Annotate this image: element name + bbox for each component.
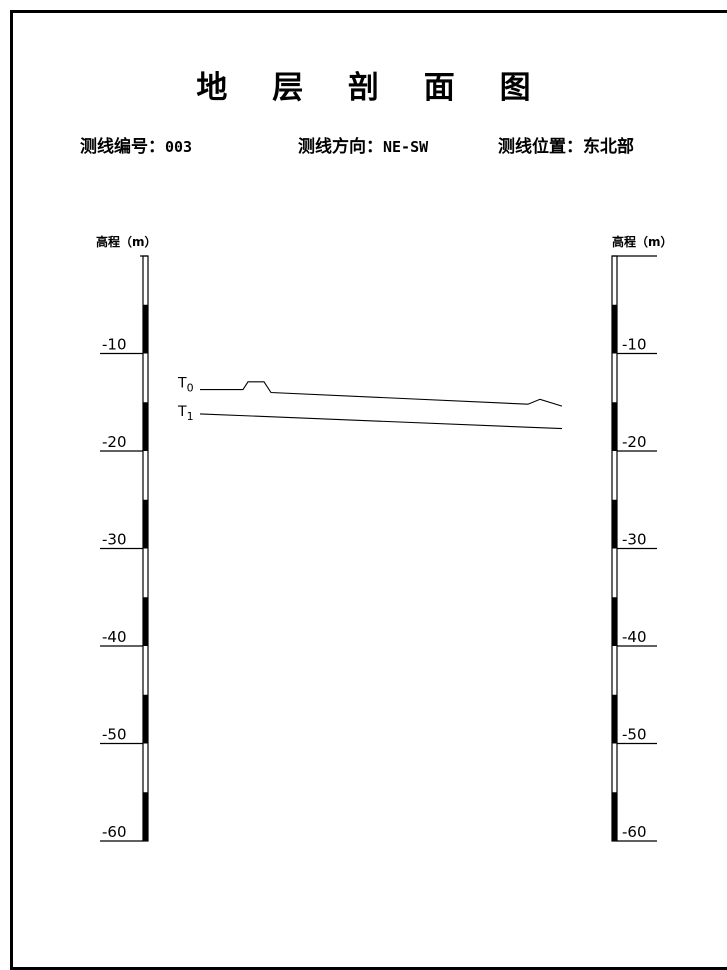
scale-segment bbox=[143, 499, 148, 549]
line-direction-value: NE-SW bbox=[383, 138, 429, 156]
scale-tick-label: -20 bbox=[102, 433, 127, 451]
drawing-sheet: 地 层 剖 面 图 测线编号：003 测线方向：NE-SW 测线位置：东北部 高… bbox=[10, 10, 727, 970]
line-direction-info: 测线方向：NE-SW bbox=[298, 132, 428, 157]
scale-tick-label: -60 bbox=[102, 823, 127, 841]
scale-segment bbox=[143, 694, 148, 744]
scale-segment bbox=[143, 597, 148, 646]
line-direction-label: 测线方向： bbox=[298, 137, 383, 157]
line-number-label: 测线编号： bbox=[80, 137, 165, 157]
line-location-value: 东北部 bbox=[583, 137, 634, 157]
left-depth-scale: 高程（m） -10 -20 -30 -40 -50 -60 bbox=[96, 234, 157, 842]
stratigraphic-profile: 高程（m） -10 -20 -30 -40 -50 -60 高程（m） -10 -20 -30… bbox=[96, 234, 673, 842]
line-number-value: 003 bbox=[165, 138, 193, 156]
line-number-info: 测线编号：003 bbox=[80, 132, 192, 157]
scale-segment bbox=[143, 792, 148, 841]
scale-tick-label: -40 bbox=[622, 628, 647, 646]
page-title: 地 层 剖 面 图 bbox=[196, 70, 548, 106]
scale-segment bbox=[612, 499, 617, 549]
scale-segment bbox=[612, 402, 617, 451]
scale-tick-label: -20 bbox=[622, 433, 647, 451]
horizon-t0-line bbox=[200, 381, 563, 407]
scale-segment bbox=[612, 792, 617, 841]
scale-segment bbox=[612, 597, 617, 646]
scale-tick-label: -10 bbox=[622, 336, 647, 354]
scale-segment bbox=[612, 694, 617, 744]
scale-tick-label: -30 bbox=[102, 531, 127, 549]
horizon-t1-label: T1 bbox=[177, 404, 194, 423]
scale-tick-label: -40 bbox=[102, 628, 127, 646]
line-location-info: 测线位置：东北部 bbox=[498, 132, 634, 157]
horizon-t1-line bbox=[199, 413, 563, 430]
right-axis-label: 高程（m） bbox=[612, 234, 673, 249]
scale-tick-label: -50 bbox=[102, 726, 127, 744]
scale-segment bbox=[143, 402, 148, 451]
horizon-t0-label: T0 bbox=[177, 376, 194, 395]
scale-tick-label: -50 bbox=[622, 726, 647, 744]
scale-segment bbox=[612, 304, 617, 354]
right-depth-scale: 高程（m） -10 -20 -30 -40 -50 -60 bbox=[611, 234, 673, 842]
scale-tick-label: -30 bbox=[622, 531, 647, 549]
line-location-label: 测线位置： bbox=[498, 137, 583, 157]
scale-tick-label: -10 bbox=[102, 336, 127, 354]
left-axis-label: 高程（m） bbox=[96, 234, 157, 249]
scale-tick-label: -60 bbox=[622, 823, 647, 841]
scale-segment bbox=[143, 304, 148, 354]
